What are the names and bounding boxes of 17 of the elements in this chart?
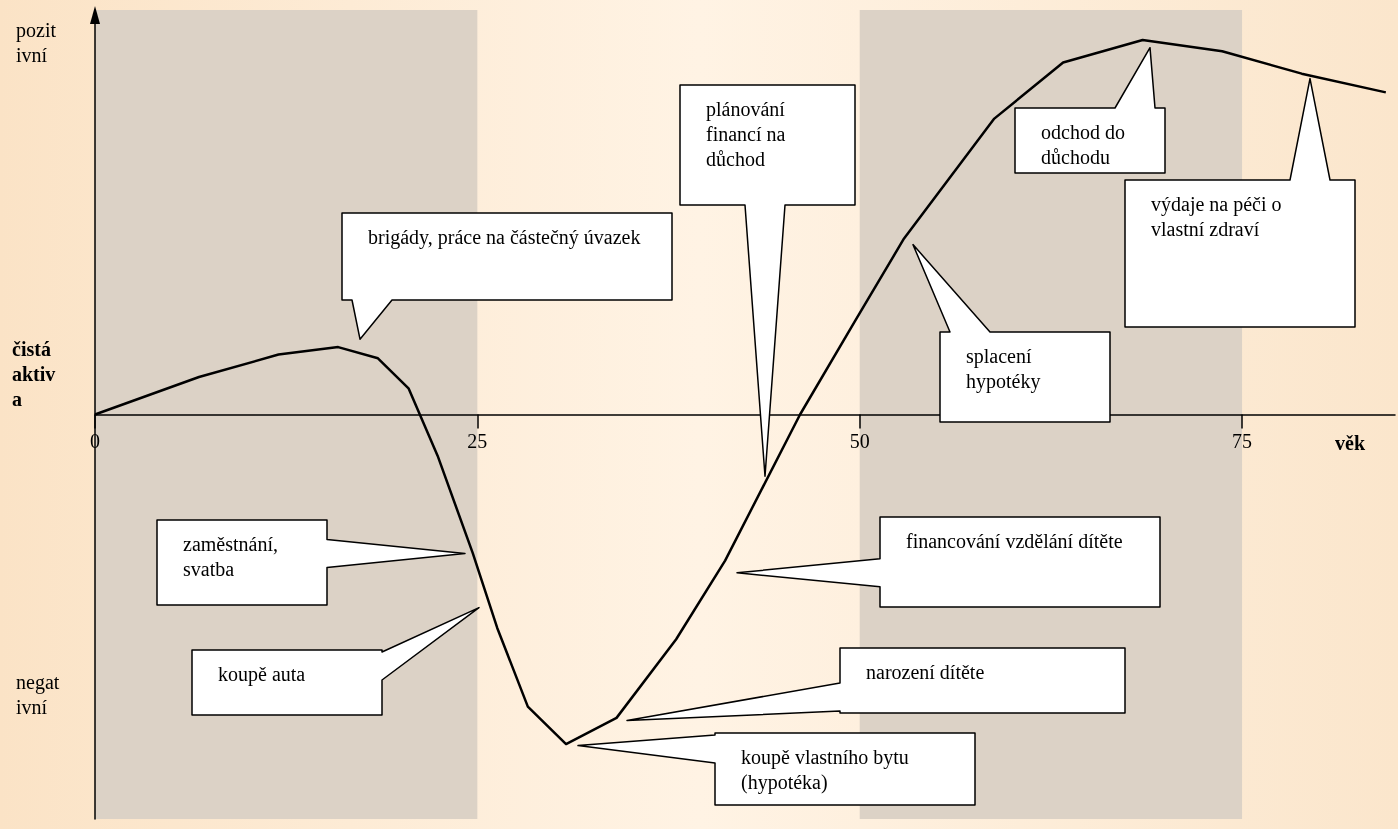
text: pozitivní (16, 18, 57, 68)
annotation: výdaje na péči o vlastní zdraví (1150, 192, 1283, 242)
annotation: brigády, práce na částečný úvazek (367, 225, 642, 251)
text: koupě vlastního bytu (hypotéka) (740, 745, 910, 796)
x-tick-label: 25 (466, 428, 489, 454)
annotation: narození dítěte (865, 660, 986, 685)
annotation: plánování financí na důchod (705, 97, 787, 172)
x-tick-label: 75 (1231, 428, 1254, 454)
annotation: koupě auta (217, 662, 307, 688)
x-tick-label: 50 (848, 428, 871, 454)
x-axis-title: věk (1335, 430, 1366, 456)
annotation: splacení hypotéky (965, 344, 1042, 395)
annotation: financování vzdělání dítěte (905, 529, 1124, 554)
y-axis-title: čistá aktiva (12, 336, 56, 412)
text: negativní (16, 670, 60, 720)
annotation: odchod do důchodu (1040, 120, 1126, 170)
annotation: zaměstnání, svatba (182, 532, 279, 582)
